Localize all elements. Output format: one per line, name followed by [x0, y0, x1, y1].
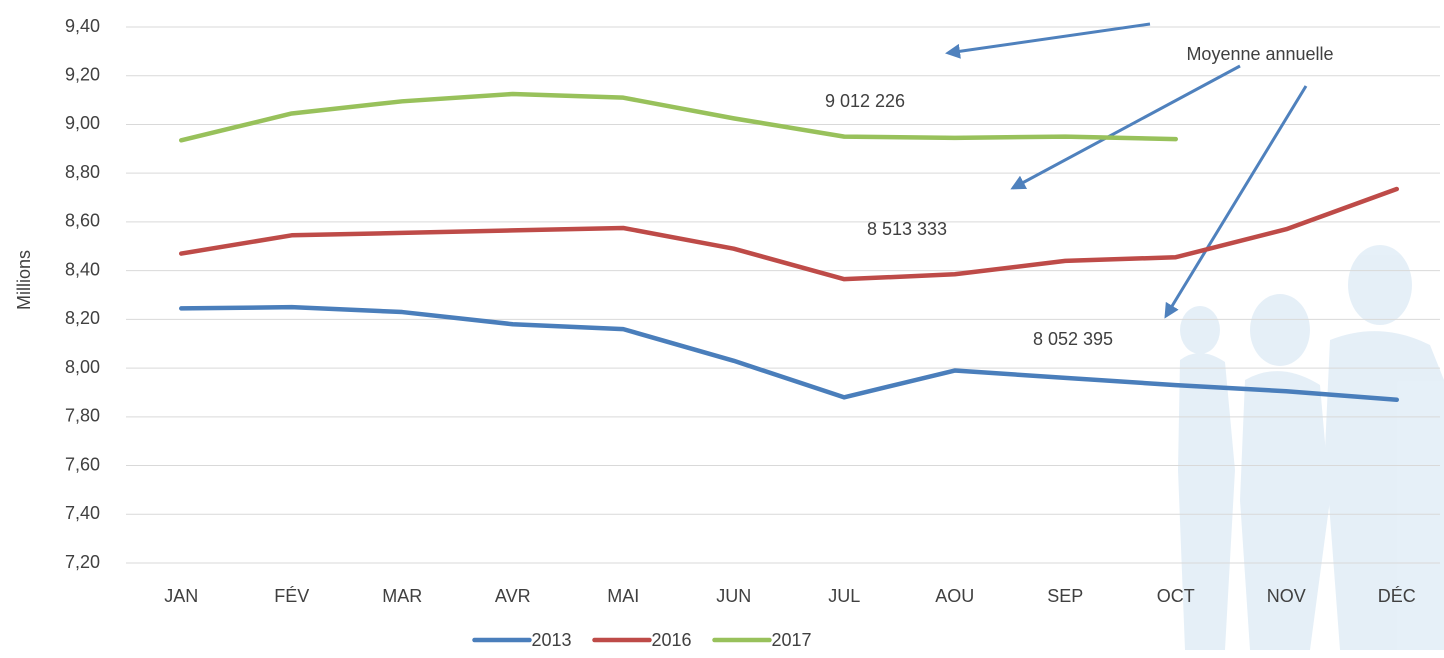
annotation: 9 012 226: [825, 91, 905, 111]
x-tick-label: JUL: [828, 586, 860, 606]
y-tick-label: 7,60: [65, 454, 100, 474]
annotation: 8 513 333: [867, 219, 947, 239]
y-tick-label: 8,20: [65, 308, 100, 328]
line-series: [179, 91, 1178, 143]
y-tick-label: 9,40: [65, 16, 100, 36]
y-tick-label: 9,20: [65, 64, 100, 84]
x-tick-label: DÉC: [1378, 586, 1416, 606]
line-series: [179, 304, 1399, 403]
y-tick-label: 8,80: [65, 162, 100, 182]
x-tick-label: MAR: [382, 586, 422, 606]
legend-label: 2013: [532, 630, 572, 650]
x-tick-label: SEP: [1047, 586, 1083, 606]
y-tick-label: 7,20: [65, 552, 100, 572]
y-tick-label: 7,80: [65, 406, 100, 426]
x-tick-label: AOU: [935, 586, 974, 606]
legend-label: 2016: [652, 630, 692, 650]
y-tick-label: 8,40: [65, 259, 100, 279]
y-tick-label: 8,60: [65, 211, 100, 231]
line-series: [179, 186, 1399, 282]
annotation: Moyenne annuelle: [1186, 44, 1333, 64]
annotation: 8 052 395: [1033, 329, 1113, 349]
arrows: [945, 22, 1308, 319]
x-tick-label: FÉV: [274, 586, 309, 606]
y-tick-label: 8,00: [65, 357, 100, 377]
x-tick-label: JUN: [716, 586, 751, 606]
x-tick-label: OCT: [1157, 586, 1195, 606]
x-tick-label: AVR: [495, 586, 531, 606]
y-tick-label: 7,40: [65, 503, 100, 523]
y-tick-label: 9,00: [65, 113, 100, 133]
x-tick-label: JAN: [164, 586, 198, 606]
x-tick-label: MAI: [607, 586, 639, 606]
y-axis-label: Millions: [14, 250, 34, 310]
legend-label: 2017: [772, 630, 812, 650]
x-tick-label: NOV: [1267, 586, 1306, 606]
background-silhouette: [1178, 245, 1444, 650]
